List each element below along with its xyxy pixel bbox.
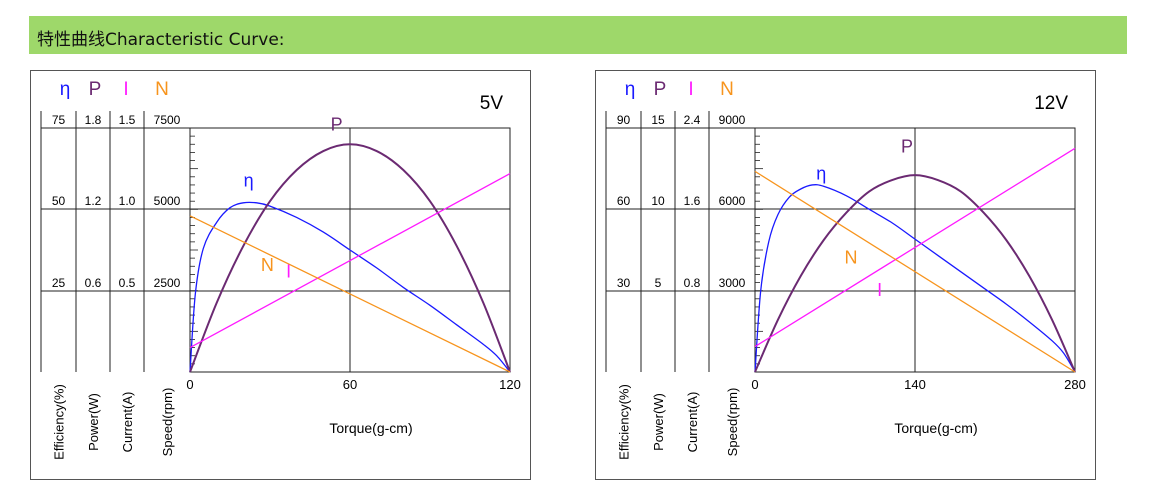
y-tick-label: 1.5: [119, 113, 136, 127]
chart-panel-12v: 12V η P I N 90 15 2.4 9000 60 10 1.6 6000 30 5 0.8 3000 0…: [595, 70, 1096, 480]
y-tick-label: 1.8: [85, 113, 102, 127]
curve-label: I: [877, 280, 882, 300]
chart-panel-5v: 5V η P I N 75 1.8 1.5 7500 50 1.2 1.0 5000 25 0.6 0.5 25…: [30, 70, 531, 480]
curve-label: N: [845, 248, 858, 268]
x-tick-label: 0: [751, 377, 758, 392]
y-tick-label: 90: [617, 113, 631, 127]
y-tick-label: 2500: [154, 276, 181, 290]
y-tick-label: 9000: [719, 113, 746, 127]
axis-symbol: N: [155, 79, 169, 100]
y-tick-label: 60: [617, 194, 631, 208]
series-line-current: [754, 147, 1076, 348]
y-tick-label: 6000: [719, 194, 746, 208]
y-tick-label: 25: [52, 276, 66, 290]
x-tick-label: 60: [343, 377, 357, 392]
y-axis-label: Speed(rpm): [725, 388, 740, 457]
x-tick-label: 0: [186, 377, 193, 392]
y-tick-label: 15: [651, 113, 665, 127]
y-tick-label: 2.4: [684, 113, 701, 127]
y-axis-label: Speed(rpm): [160, 388, 175, 457]
axis-symbol: P: [89, 79, 102, 100]
axis-symbol: P: [654, 79, 667, 100]
x-tick-label: 280: [1064, 377, 1086, 392]
y-axis-label: Current(A): [685, 392, 700, 453]
series-line-speed: [189, 215, 511, 373]
y-tick-label: 1.0: [119, 194, 136, 208]
series-line-efficiency: [754, 184, 1076, 373]
y-tick-label: 1.6: [684, 194, 701, 208]
x-tick-label: 140: [904, 377, 926, 392]
y-tick-label: 0.8: [684, 276, 701, 290]
y-axis-label: Efficiency(%): [52, 384, 67, 460]
curve-label: N: [261, 255, 274, 275]
x-axis-label: Torque(g-cm): [894, 420, 977, 436]
y-tick-label: 1.2: [85, 194, 102, 208]
y-axis-label: Efficiency(%): [617, 384, 632, 460]
series-line-current: [189, 172, 511, 349]
chart-title: 12V: [1034, 93, 1068, 114]
curve-label: I: [286, 262, 291, 282]
x-axis-label: Torque(g-cm): [329, 420, 412, 436]
y-tick-label: 50: [52, 194, 66, 208]
y-tick-label: 0.5: [119, 276, 136, 290]
chart-title: 5V: [480, 93, 504, 114]
y-tick-label: 5000: [154, 194, 181, 208]
series-line-speed: [754, 170, 1076, 373]
header-banner: 特性曲线Characteristic Curve:: [29, 16, 1127, 54]
y-tick-label: 30: [617, 276, 631, 290]
axis-symbol: η: [625, 79, 636, 100]
x-tick-label: 120: [499, 377, 521, 392]
y-tick-label: 5: [655, 276, 662, 290]
series-line-power: [754, 174, 1076, 373]
y-tick-label: 75: [52, 113, 66, 127]
curve-label: P: [331, 115, 343, 135]
axis-symbol: N: [720, 79, 734, 100]
y-tick-label: 0.6: [85, 276, 102, 290]
y-tick-label: 3000: [719, 276, 746, 290]
axis-symbol: η: [60, 79, 71, 100]
series-line-power: [189, 143, 511, 373]
y-axis-label: Power(W): [651, 393, 666, 451]
page-title: 特性曲线Characteristic Curve:: [37, 30, 285, 50]
y-axis-label: Power(W): [86, 393, 101, 451]
axis-symbol: I: [688, 79, 693, 100]
curve-label: P: [901, 136, 913, 156]
curve-label: η: [816, 164, 826, 184]
y-tick-label: 10: [651, 194, 665, 208]
y-axis-label: Current(A): [120, 392, 135, 453]
curve-label: η: [244, 171, 254, 191]
series-line-efficiency: [189, 201, 511, 373]
y-tick-label: 7500: [154, 113, 181, 127]
axis-symbol: I: [123, 79, 128, 100]
